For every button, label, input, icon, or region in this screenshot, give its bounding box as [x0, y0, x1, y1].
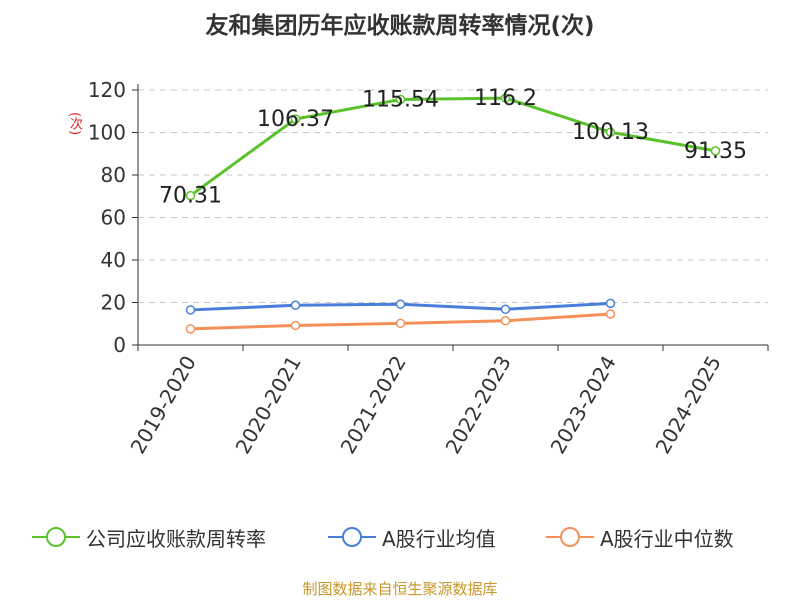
data-label-company: 115.54: [362, 87, 439, 112]
data-point-avg: [290, 300, 301, 311]
data-point-company: [710, 146, 721, 156]
series-line-company: [189, 96, 716, 197]
legend-item-median[interactable]: A股行业中位数: [546, 520, 734, 554]
data-point-company: [500, 93, 511, 103]
data-label-company: 91.35: [684, 139, 747, 164]
x-tick-label: 2020-2021: [231, 352, 306, 458]
y-tick-label: 60: [101, 206, 126, 230]
y-tick-label: 20: [101, 291, 126, 315]
data-point-median: [395, 318, 406, 329]
legend-marker-company: [32, 527, 80, 547]
x-tick-label: 2023-2024: [546, 352, 621, 458]
y-tick-label: 120: [88, 78, 126, 102]
legend-label-avg: A股行业均值: [382, 526, 496, 551]
legend-label-median: A股行业中位数: [600, 526, 734, 551]
data-point-median: [185, 324, 196, 334]
x-tick-label: 2021-2022: [336, 352, 411, 458]
data-point-avg: [605, 298, 616, 309]
data-point-company: [605, 127, 616, 137]
data-label-company: 100.13: [572, 120, 649, 145]
data-point-avg: [500, 304, 511, 315]
x-tick-label: 2022-2023: [441, 352, 516, 458]
data-point-company: [290, 114, 301, 124]
y-tick-label: 100: [88, 121, 126, 145]
legend-marker-median: [546, 527, 594, 547]
source-note: 制图数据来自恒生聚源数据库: [302, 580, 498, 598]
y-tick-label: 0: [113, 333, 126, 357]
legend: 公司应收账款周转率 A股行业均值 A股行业中位数: [0, 520, 800, 554]
chart-title: 友和集团历年应收账款周转率情况(次): [205, 13, 595, 39]
y-tick-label: 80: [101, 163, 126, 187]
x-tick-label: 2019-2020: [126, 352, 201, 458]
legend-item-company[interactable]: 公司应收账款周转率: [32, 520, 266, 554]
x-tick-label: 2024-2025: [651, 352, 726, 458]
data-label-company: 116.2: [474, 86, 537, 111]
y-tick-label: 40: [101, 248, 126, 272]
legend-item-avg[interactable]: A股行业均值: [328, 520, 496, 554]
data-point-median: [605, 309, 616, 319]
data-point-median: [500, 316, 511, 326]
data-point-avg: [185, 305, 196, 315]
data-point-avg: [395, 299, 406, 309]
data-label-company: 70.31: [159, 184, 222, 209]
data-point-company: [185, 190, 196, 201]
y-axis-unit: (次): [67, 112, 82, 136]
legend-label-company: 公司应收账款周转率: [86, 526, 266, 551]
data-point-company: [395, 94, 406, 105]
data-point-median: [290, 320, 301, 331]
data-label-company: 106.37: [257, 107, 334, 132]
legend-marker-avg: [328, 527, 376, 547]
